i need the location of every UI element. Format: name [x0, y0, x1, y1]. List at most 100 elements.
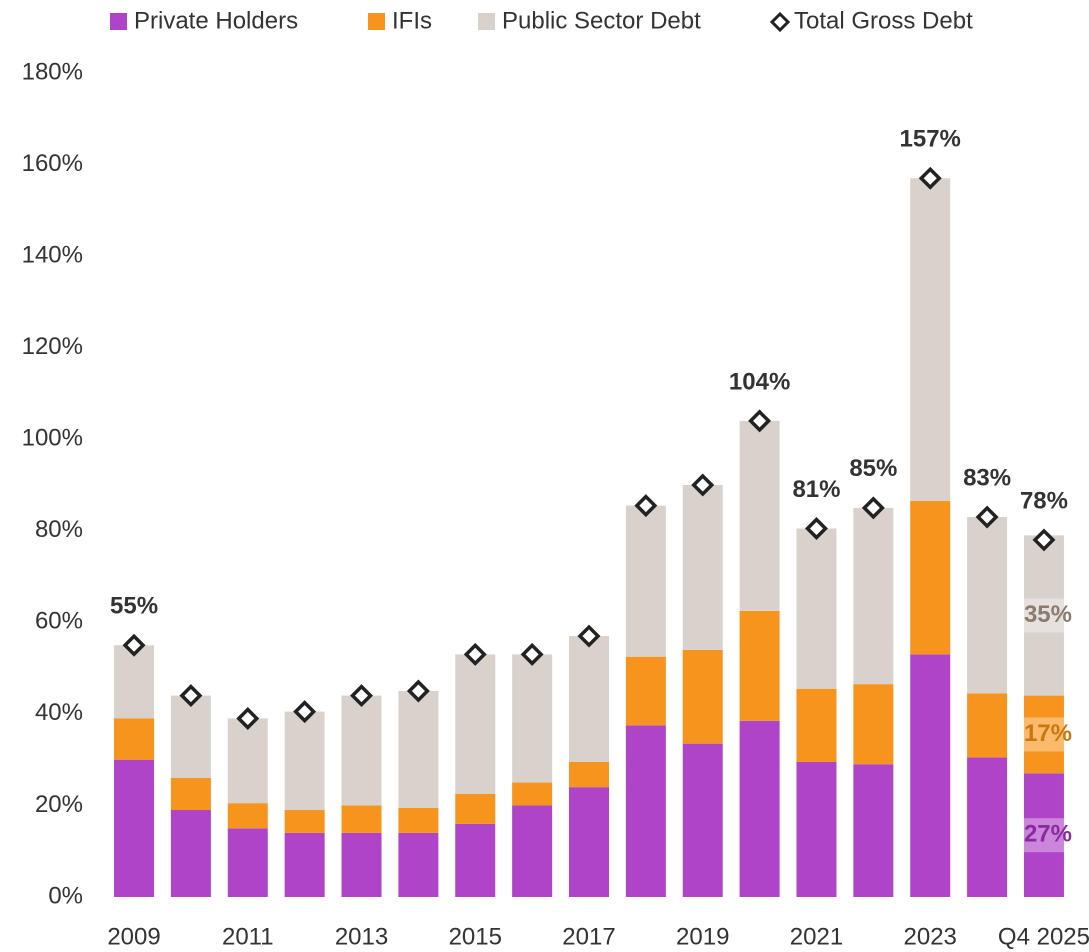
y-tick-label: 60% [35, 608, 83, 635]
bar-segment [455, 823, 496, 897]
total-marker [805, 517, 828, 540]
bar-segment [569, 787, 609, 897]
bar-segment [512, 805, 553, 897]
bar-segment [398, 691, 439, 808]
bar-segment [227, 718, 268, 804]
bar-segment [284, 810, 325, 833]
legend-swatch [368, 13, 385, 30]
legend-label: Public Sector Debt [502, 7, 701, 34]
bar-segment [739, 420, 780, 611]
total-marker [179, 684, 203, 708]
legend-swatch [110, 13, 127, 30]
bar-segment [910, 178, 951, 502]
bar-segment [682, 743, 723, 897]
bar-segment [796, 761, 837, 897]
bar-segment [284, 832, 325, 897]
y-tick-label: 180% [22, 58, 83, 85]
bar-segment [625, 505, 666, 657]
total-marker [975, 505, 999, 529]
total-marker [122, 633, 146, 657]
total-marker [406, 679, 430, 703]
bar-segment [910, 654, 951, 897]
bar-segment [170, 695, 211, 778]
bar-segment [341, 805, 382, 833]
data-label: 83% [963, 464, 1011, 491]
x-tick-label: 2019 [676, 923, 729, 950]
bar-segment [739, 720, 780, 897]
data-label: 55% [110, 593, 158, 620]
total-marker [1032, 528, 1056, 552]
data-label: 35% [1024, 601, 1072, 628]
bar-segment [398, 832, 439, 897]
bar-segment [341, 695, 382, 806]
total-marker [691, 473, 715, 497]
bar-segment [1023, 773, 1064, 897]
bar-segment [967, 517, 1008, 694]
bar-segment [455, 794, 496, 824]
bar-segment [796, 688, 837, 762]
bar-segment [114, 718, 155, 760]
y-tick-label: 20% [35, 791, 83, 818]
y-tick-label: 120% [22, 333, 83, 360]
data-label-bg [1019, 717, 1076, 752]
bar-segment [512, 782, 553, 806]
data-label-bg [1019, 598, 1076, 633]
x-tick-label: 2015 [449, 923, 502, 950]
total-marker [918, 166, 942, 190]
bar-segment [1023, 535, 1064, 696]
bar-segment [967, 693, 1008, 758]
bar-segment [284, 711, 325, 811]
bar-segment [853, 507, 894, 685]
bar-segment [1023, 695, 1064, 774]
y-tick-label: 140% [22, 241, 83, 268]
bar-segment [114, 645, 155, 719]
x-tick-label: 2009 [107, 923, 160, 950]
bar-segment [967, 757, 1008, 897]
x-tick-label: 2013 [335, 923, 388, 950]
total-marker [748, 409, 772, 433]
bar-segment [910, 501, 951, 655]
data-label: 104% [729, 368, 790, 395]
bar-segment [512, 654, 553, 783]
total-marker [634, 494, 658, 518]
legend-swatch [478, 13, 495, 30]
bar-segment [569, 636, 609, 762]
legend-label: Total Gross Debt [794, 7, 973, 34]
total-marker [293, 700, 317, 724]
y-tick-label: 100% [22, 425, 83, 452]
y-tick-label: 160% [22, 150, 83, 177]
x-tick-label: 2011 [222, 923, 274, 950]
x-tick-label: 2021 [790, 923, 843, 950]
x-tick-label: 2017 [562, 923, 615, 950]
bar-segment [682, 649, 723, 744]
bar-segment [625, 656, 666, 726]
data-label: 78% [1020, 487, 1068, 514]
x-tick-label: 2023 [904, 923, 957, 950]
legend-marker [769, 11, 791, 33]
data-label: 81% [792, 476, 840, 503]
bar-segment [796, 528, 837, 689]
data-label: 157% [900, 126, 961, 153]
bar-segment [341, 832, 382, 897]
bar-segment [227, 803, 268, 829]
bar-segment [682, 485, 723, 650]
bar-segment [853, 764, 894, 897]
bar-segment [739, 610, 780, 721]
y-tick-label: 0% [48, 882, 83, 909]
total-marker [577, 624, 601, 648]
bar-segment [114, 759, 155, 897]
y-tick-label: 40% [35, 699, 83, 726]
bar-segment [625, 725, 666, 897]
total-marker [350, 684, 373, 708]
bar-segment [853, 684, 894, 765]
data-label: 17% [1024, 720, 1072, 747]
total-marker [463, 642, 487, 666]
bar-segment [455, 654, 496, 794]
x-tick-label: Q4 2025 [998, 923, 1089, 950]
bar-segment [398, 807, 439, 833]
data-label: 27% [1024, 821, 1072, 848]
total-marker [236, 706, 260, 730]
bar-segment [170, 810, 211, 897]
total-marker [861, 496, 885, 520]
